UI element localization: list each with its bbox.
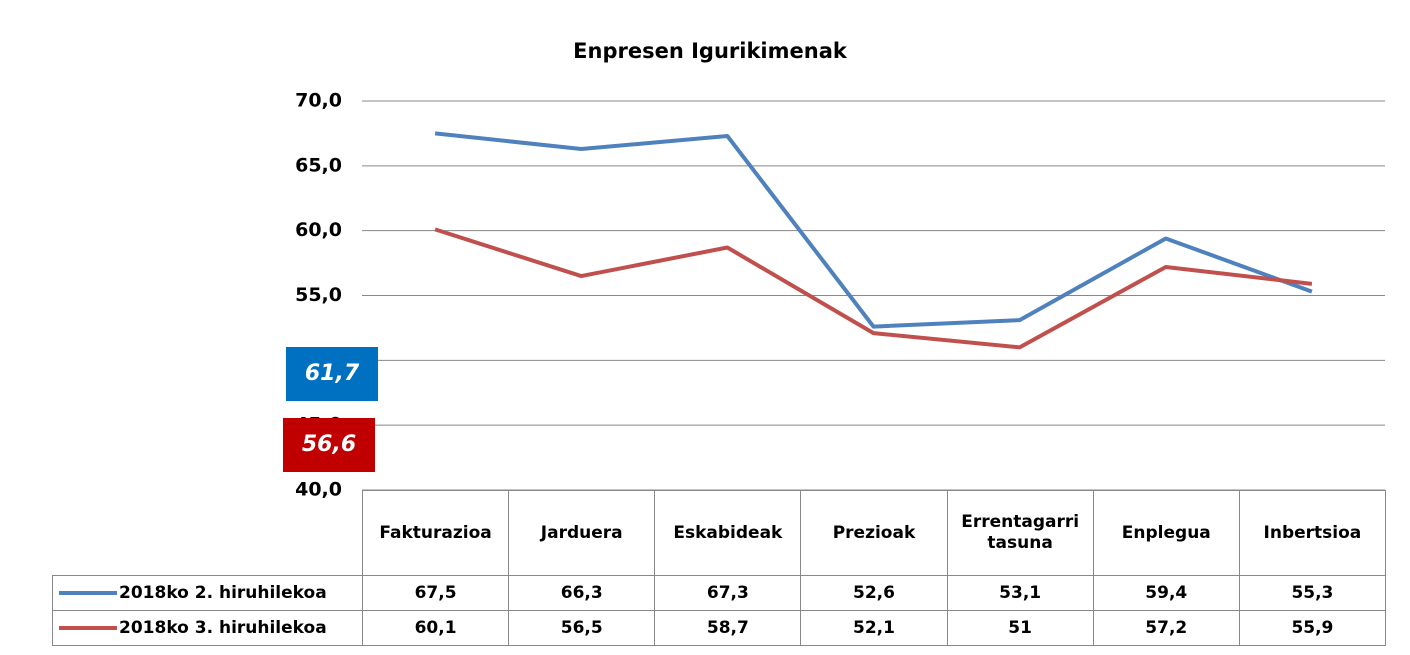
legend-cell: 2018ko 3. hiruhilekoa [52,610,363,646]
chart-title: Enpresen Igurikimenak [573,39,848,63]
table-header-cell: Fakturazioa [362,490,510,576]
legend-cell: 2018ko 2. hiruhilekoa [52,575,363,611]
table-header-cell: Inbertsioa [1238,490,1386,576]
series-line [434,227,1313,350]
table-value-cell: 55,3 [1238,575,1386,611]
table-value-cell: 56,5 [508,610,656,646]
legend-label: 2018ko 3. hiruhilekoa [119,617,327,638]
legend-label: 2018ko 2. hiruhilekoa [119,582,327,603]
table-value-cell: 51 [946,610,1094,646]
y-tick-label: 65,0 [295,154,342,176]
y-tick-label: 70,0 [295,90,342,112]
annotation-box [283,418,375,472]
table-value-cell: 60,1 [362,610,510,646]
table-header-cell: Enplegua [1092,490,1240,576]
annotation-label: 61,7 [305,361,360,386]
table-value-cell: 52,1 [800,610,948,646]
table-value-cell: 67,3 [654,575,802,611]
legend-swatch [59,626,117,630]
y-tick-label: 55,0 [295,284,342,306]
table-header-cell: Prezioak [800,490,948,576]
table-value-cell: 57,2 [1092,610,1240,646]
annotation-label: 56,6 [302,432,356,457]
annotation-box [286,347,378,401]
table-value-cell: 58,7 [654,610,802,646]
series-line [434,131,1313,329]
table-value-cell: 52,6 [800,575,948,611]
table-value-cell: 66,3 [508,575,656,611]
y-tick-label: 40,0 [295,479,342,501]
table-value-cell: 55,9 [1238,610,1386,646]
legend-swatch [59,591,117,595]
table-header-cell: Jarduera [508,490,656,576]
table-header-cell: Eskabideak [654,490,802,576]
table-header-cell: Errentagarri tasuna [946,490,1094,576]
table-value-cell: 53,1 [946,575,1094,611]
table-value-cell: 59,4 [1092,575,1240,611]
table-value-cell: 67,5 [362,575,510,611]
y-tick-label: 60,0 [295,219,342,241]
